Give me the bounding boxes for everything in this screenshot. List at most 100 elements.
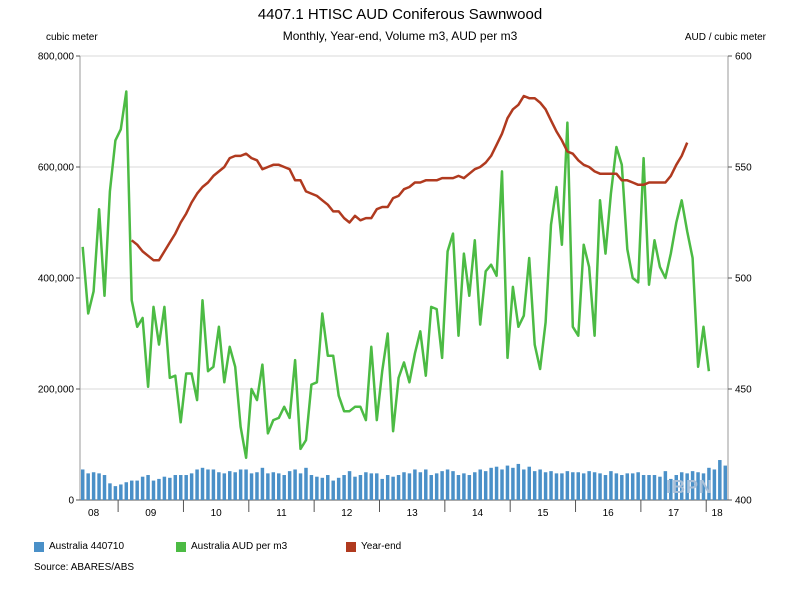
x-tick-label: 13 — [407, 508, 419, 519]
y-left-tick-label: 800,000 — [38, 52, 75, 63]
bar — [576, 472, 580, 500]
bar — [505, 465, 510, 500]
bar — [135, 480, 139, 500]
legend-item-green: Australia AUD per m3 — [176, 541, 287, 552]
bar — [80, 469, 85, 500]
bar — [614, 473, 619, 500]
bar — [320, 477, 325, 500]
bar — [581, 473, 586, 500]
bar — [620, 475, 624, 500]
bar — [522, 469, 526, 500]
bar — [467, 475, 472, 500]
legend-swatch-red — [346, 541, 356, 552]
bar — [206, 469, 210, 500]
bar — [587, 471, 591, 500]
bar — [200, 467, 205, 500]
x-tick-label: 14 — [472, 508, 484, 519]
bar — [560, 473, 564, 500]
bar — [271, 472, 276, 500]
bar — [287, 471, 292, 500]
bar — [178, 475, 183, 500]
bar — [369, 473, 374, 500]
watermark-logo: IBPN — [666, 477, 714, 497]
legend-swatch-bar — [34, 541, 44, 552]
bar — [549, 471, 553, 500]
x-tick-label: 09 — [145, 508, 157, 519]
bar — [434, 473, 439, 500]
series-line — [81, 90, 711, 460]
legend: Australia 440710 Australia AUD per m3 Ye… — [34, 541, 774, 555]
x-tick-label: 12 — [341, 508, 353, 519]
bar — [124, 482, 129, 500]
bar — [701, 473, 706, 500]
bar — [102, 475, 107, 500]
bar — [413, 469, 417, 500]
bar — [97, 473, 101, 500]
bar — [647, 475, 651, 500]
y-left-tick-label: 200,000 — [38, 385, 75, 396]
bar — [478, 469, 482, 500]
bar — [277, 473, 281, 500]
chart-title: 4407.1 HTISC AUD Coniferous Sawnwood — [257, 6, 543, 23]
bar — [157, 478, 161, 500]
legend-label-green: Australia AUD per m3 — [191, 541, 288, 552]
bar — [233, 472, 237, 500]
bar — [630, 473, 635, 500]
legend-item-red: Year-end — [346, 541, 401, 552]
bar — [603, 475, 608, 500]
bar — [674, 475, 679, 500]
bar — [189, 473, 194, 500]
bar — [609, 471, 613, 500]
bar — [527, 466, 531, 500]
bar — [86, 473, 90, 500]
bar — [462, 473, 466, 500]
chart-subtitle: Monthly, Year-end, Volume m3, AUD per m3 — [282, 29, 518, 43]
bar — [91, 472, 96, 500]
bar — [473, 472, 477, 500]
bar — [385, 475, 390, 500]
bar — [429, 475, 433, 500]
legend-swatch-green — [176, 541, 186, 552]
bar — [652, 475, 657, 500]
bar — [696, 472, 700, 500]
legend-label-red: Year-end — [361, 541, 402, 552]
bar — [723, 465, 728, 500]
bar — [347, 471, 352, 500]
bar — [516, 463, 521, 500]
bar — [315, 476, 319, 500]
bar — [146, 475, 150, 500]
bar — [494, 466, 499, 500]
bar — [222, 473, 227, 500]
bar — [336, 477, 341, 500]
bar — [162, 476, 167, 500]
bar — [511, 467, 515, 500]
bar — [625, 473, 630, 500]
bar — [184, 475, 188, 500]
bar — [663, 471, 668, 500]
bar — [244, 469, 248, 500]
bar — [424, 469, 428, 500]
bar — [391, 476, 395, 500]
y-right-tick-label: 400 — [735, 496, 752, 507]
bar — [326, 475, 330, 500]
bar — [685, 473, 689, 500]
bar — [712, 469, 717, 500]
right-axis-unit: AUD / cubic meter — [684, 32, 766, 43]
bar — [304, 467, 308, 500]
bar — [592, 472, 597, 500]
bar — [445, 469, 450, 500]
bar — [543, 472, 548, 500]
bar — [298, 473, 303, 500]
bar — [217, 472, 221, 500]
bar — [407, 473, 412, 500]
bar — [331, 480, 335, 500]
bar — [565, 471, 570, 500]
bar — [249, 473, 254, 500]
y-left-tick-label: 400,000 — [38, 274, 75, 285]
x-tick-label: 08 — [88, 508, 100, 519]
bar — [195, 469, 199, 500]
x-tick-label: 15 — [537, 508, 549, 519]
bar — [168, 477, 172, 500]
bar — [538, 469, 542, 500]
